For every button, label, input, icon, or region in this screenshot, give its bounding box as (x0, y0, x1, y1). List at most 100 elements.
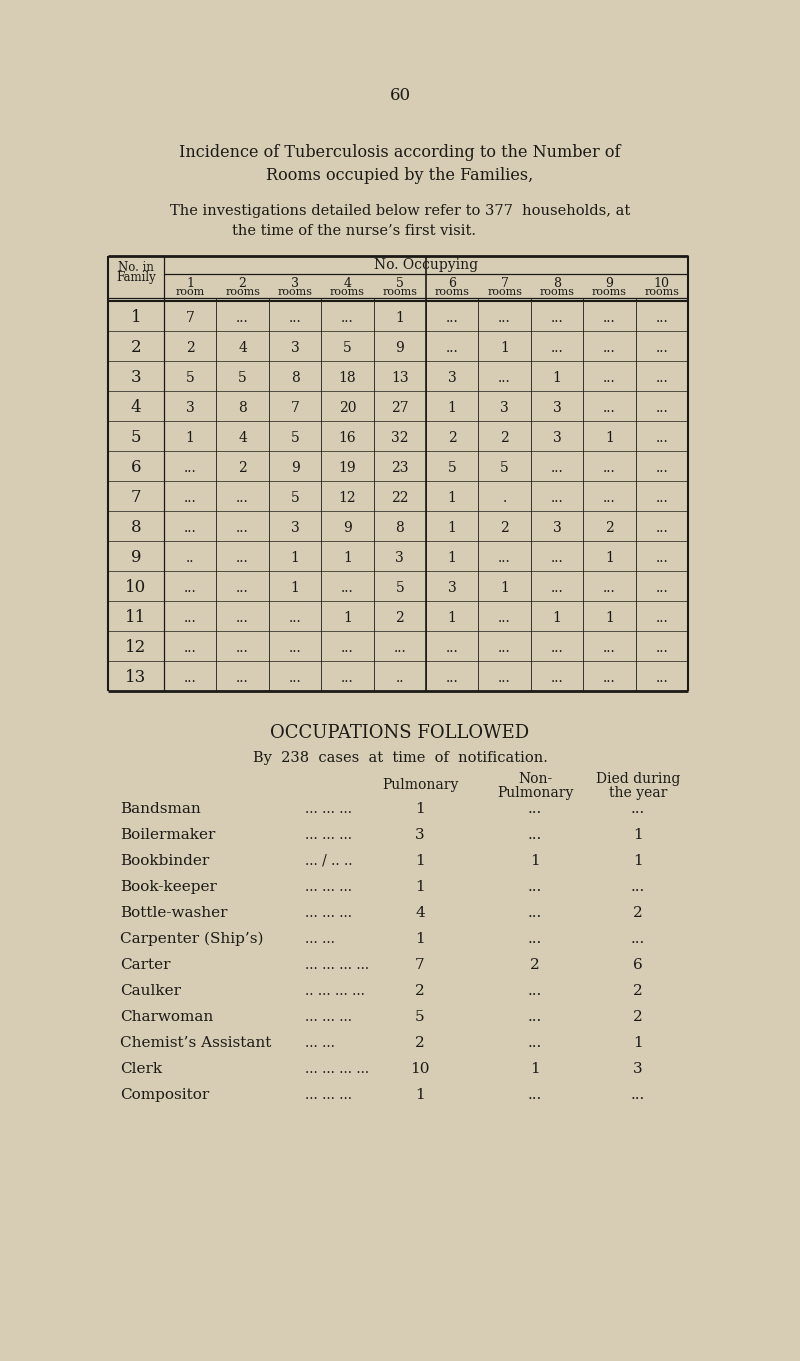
Text: ... / .. ..: ... / .. .. (305, 853, 353, 868)
Text: ...: ... (289, 671, 302, 685)
Text: 16: 16 (338, 430, 356, 445)
Text: 1: 1 (605, 611, 614, 625)
Text: 9: 9 (130, 548, 142, 566)
Text: ...: ... (655, 400, 668, 415)
Text: 20: 20 (338, 400, 356, 415)
Text: ...: ... (603, 460, 616, 475)
Text: 19: 19 (338, 460, 356, 475)
Text: 27: 27 (391, 400, 409, 415)
Text: ...: ... (631, 932, 645, 946)
Text: ...: ... (550, 641, 563, 655)
Text: ...: ... (528, 984, 542, 998)
Text: 23: 23 (391, 460, 409, 475)
Text: 3: 3 (290, 340, 299, 354)
Text: ...: ... (631, 1087, 645, 1102)
Text: 5: 5 (186, 370, 194, 385)
Text: 5: 5 (290, 490, 299, 505)
Text: 5: 5 (395, 581, 404, 595)
Text: rooms: rooms (592, 287, 627, 297)
Text: ...: ... (603, 581, 616, 595)
Text: 1: 1 (530, 853, 540, 868)
Text: ...: ... (446, 641, 458, 655)
Text: 1: 1 (415, 932, 425, 946)
Text: 5: 5 (448, 460, 457, 475)
Text: ...: ... (550, 550, 563, 565)
Text: ...: ... (498, 310, 511, 324)
Text: 3: 3 (291, 276, 299, 290)
Text: 6: 6 (130, 459, 142, 476)
Text: ...: ... (603, 310, 616, 324)
Text: 8: 8 (238, 400, 247, 415)
Text: Book-keeper: Book-keeper (120, 881, 217, 894)
Text: 12: 12 (338, 490, 356, 505)
Text: rooms: rooms (539, 287, 574, 297)
Text: Non-: Non- (518, 772, 552, 787)
Text: 4: 4 (130, 399, 142, 416)
Text: 1: 1 (500, 581, 509, 595)
Text: ...: ... (341, 310, 354, 324)
Text: ...: ... (498, 611, 511, 625)
Text: 4: 4 (238, 340, 247, 354)
Text: ...: ... (655, 611, 668, 625)
Text: ...: ... (528, 1010, 542, 1023)
Text: 4: 4 (238, 430, 247, 445)
Text: 5: 5 (130, 429, 142, 446)
Text: 8: 8 (290, 370, 299, 385)
Text: ...: ... (236, 671, 249, 685)
Text: 1: 1 (130, 309, 142, 327)
Text: ...: ... (655, 310, 668, 324)
Text: ... ... ... ...: ... ... ... ... (305, 958, 369, 972)
Text: ...: ... (528, 932, 542, 946)
Text: 5: 5 (343, 340, 352, 354)
Text: 2: 2 (395, 611, 404, 625)
Text: ...: ... (289, 641, 302, 655)
Text: 12: 12 (126, 640, 146, 656)
Text: ...: ... (498, 370, 511, 385)
Text: 7: 7 (186, 310, 194, 324)
Text: rooms: rooms (487, 287, 522, 297)
Text: 2: 2 (500, 430, 509, 445)
Text: 3: 3 (553, 400, 562, 415)
Text: 32: 32 (391, 430, 409, 445)
Text: 1: 1 (448, 520, 457, 535)
Text: 1: 1 (553, 370, 562, 385)
Text: 1: 1 (633, 827, 643, 842)
Text: 1: 1 (605, 430, 614, 445)
Text: ...: ... (550, 310, 563, 324)
Text: 7: 7 (130, 489, 142, 506)
Text: 3: 3 (395, 550, 404, 565)
Text: ...: ... (655, 490, 668, 505)
Text: 1: 1 (395, 310, 404, 324)
Text: ...: ... (446, 340, 458, 354)
Text: 1: 1 (448, 490, 457, 505)
Text: OCCUPATIONS FOLLOWED: OCCUPATIONS FOLLOWED (270, 724, 530, 742)
Text: ...: ... (603, 370, 616, 385)
Text: ...: ... (236, 310, 249, 324)
Text: ... ... ...: ... ... ... (305, 1087, 352, 1102)
Text: ...: ... (631, 881, 645, 894)
Text: ...: ... (655, 581, 668, 595)
Text: ...: ... (498, 550, 511, 565)
Text: ...: ... (528, 827, 542, 842)
Text: ...: ... (550, 460, 563, 475)
Text: 2: 2 (415, 984, 425, 998)
Text: No. Occupying: No. Occupying (374, 259, 478, 272)
Text: 2: 2 (530, 958, 540, 972)
Text: 1: 1 (343, 611, 352, 625)
Text: ...: ... (528, 1087, 542, 1102)
Text: ...: ... (289, 310, 302, 324)
Text: ...: ... (236, 581, 249, 595)
Text: 6: 6 (448, 276, 456, 290)
Text: rooms: rooms (434, 287, 470, 297)
Text: ... ... ... ...: ... ... ... ... (305, 1062, 369, 1077)
Text: No. in: No. in (118, 260, 154, 274)
Text: 3: 3 (553, 520, 562, 535)
Text: 5: 5 (500, 460, 509, 475)
Text: ...: ... (550, 581, 563, 595)
Text: 3: 3 (448, 370, 457, 385)
Text: rooms: rooms (644, 287, 679, 297)
Text: Compositor: Compositor (120, 1087, 210, 1102)
Text: Boilermaker: Boilermaker (120, 827, 215, 842)
Text: the year: the year (609, 787, 667, 800)
Text: Chemist’s Assistant: Chemist’s Assistant (120, 1036, 271, 1049)
